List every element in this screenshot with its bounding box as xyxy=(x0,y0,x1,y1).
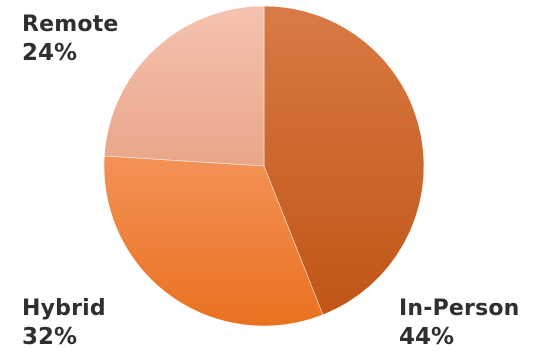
slice-label-hybrid: Hybrid 32% xyxy=(22,298,106,349)
pie-slice-remote xyxy=(104,5,265,167)
slice-label-in-person: In-Person 44% xyxy=(399,298,520,349)
slice-name-remote: Remote xyxy=(22,12,119,37)
pie-slice-hybrid xyxy=(103,155,324,327)
slice-percent-in-person: 44% xyxy=(399,324,455,350)
slice-name-in-person: In-Person xyxy=(399,296,520,321)
slice-percent-hybrid: 32% xyxy=(22,324,78,350)
slice-name-hybrid: Hybrid xyxy=(22,296,106,321)
pie-slice-in-person xyxy=(263,5,425,316)
slice-label-remote: Remote 24% xyxy=(22,14,119,65)
slice-percent-remote: 24% xyxy=(22,40,78,66)
